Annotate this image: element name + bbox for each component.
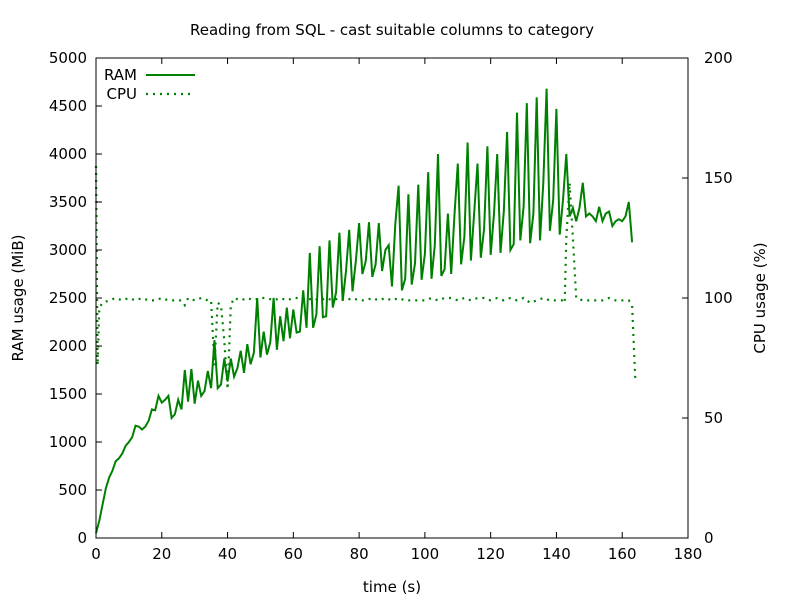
y-tick-label: 4000 bbox=[49, 145, 87, 163]
y-tick-label: 1500 bbox=[49, 385, 87, 403]
x-tick-label: 80 bbox=[350, 545, 369, 563]
y-tick-label: 3500 bbox=[49, 193, 87, 211]
series-ram-line bbox=[95, 88, 634, 534]
chart-title-text: Reading from SQL - cast suitable columns… bbox=[190, 21, 594, 39]
series-cpu-line bbox=[94, 165, 637, 390]
y-axis-label: RAM usage (MiB) bbox=[9, 235, 27, 362]
y-tick-label: 2500 bbox=[49, 289, 87, 307]
series-layer bbox=[94, 88, 637, 534]
y2-tick-label: 150 bbox=[704, 169, 733, 187]
x-tick-label: 180 bbox=[674, 545, 703, 563]
y2-tick-label: 200 bbox=[704, 49, 733, 67]
x-tick-label: 60 bbox=[284, 545, 303, 563]
x-tick-label: 100 bbox=[411, 545, 440, 563]
y-tick-label: 0 bbox=[77, 529, 87, 547]
x-tick-label: 160 bbox=[608, 545, 637, 563]
y-tick-label: 2000 bbox=[49, 337, 87, 355]
y-tick-label: 1000 bbox=[49, 433, 87, 451]
y-tick-label: 4500 bbox=[49, 97, 87, 115]
y2-tick-label: 50 bbox=[704, 409, 723, 427]
y2-axis-label: CPU usage (%) bbox=[751, 242, 769, 353]
y-tick-label: 3000 bbox=[49, 241, 87, 259]
x-tick-label: 120 bbox=[476, 545, 505, 563]
chart-title: Reading from SQL - cast suitable columns… bbox=[190, 21, 594, 39]
y2-tick-label: 100 bbox=[704, 289, 733, 307]
x-tick-label: 0 bbox=[91, 545, 101, 563]
y2-tick-label: 0 bbox=[704, 529, 714, 547]
y-tick-label: 5000 bbox=[49, 49, 87, 67]
legend-label-ram: RAM bbox=[104, 66, 137, 84]
legend-label-cpu: CPU bbox=[107, 85, 138, 103]
y-tick-label: 500 bbox=[58, 481, 87, 499]
x-tick-label: 140 bbox=[542, 545, 571, 563]
ticks-layer: 0 20 40 60 80 100 120 140 160 1800500100015002000… bbox=[49, 49, 733, 563]
x-tick-label: 40 bbox=[218, 545, 237, 563]
x-axis-label: time (s) bbox=[363, 578, 421, 596]
plot-frame bbox=[95, 57, 689, 539]
x-tick-label: 20 bbox=[152, 545, 171, 563]
